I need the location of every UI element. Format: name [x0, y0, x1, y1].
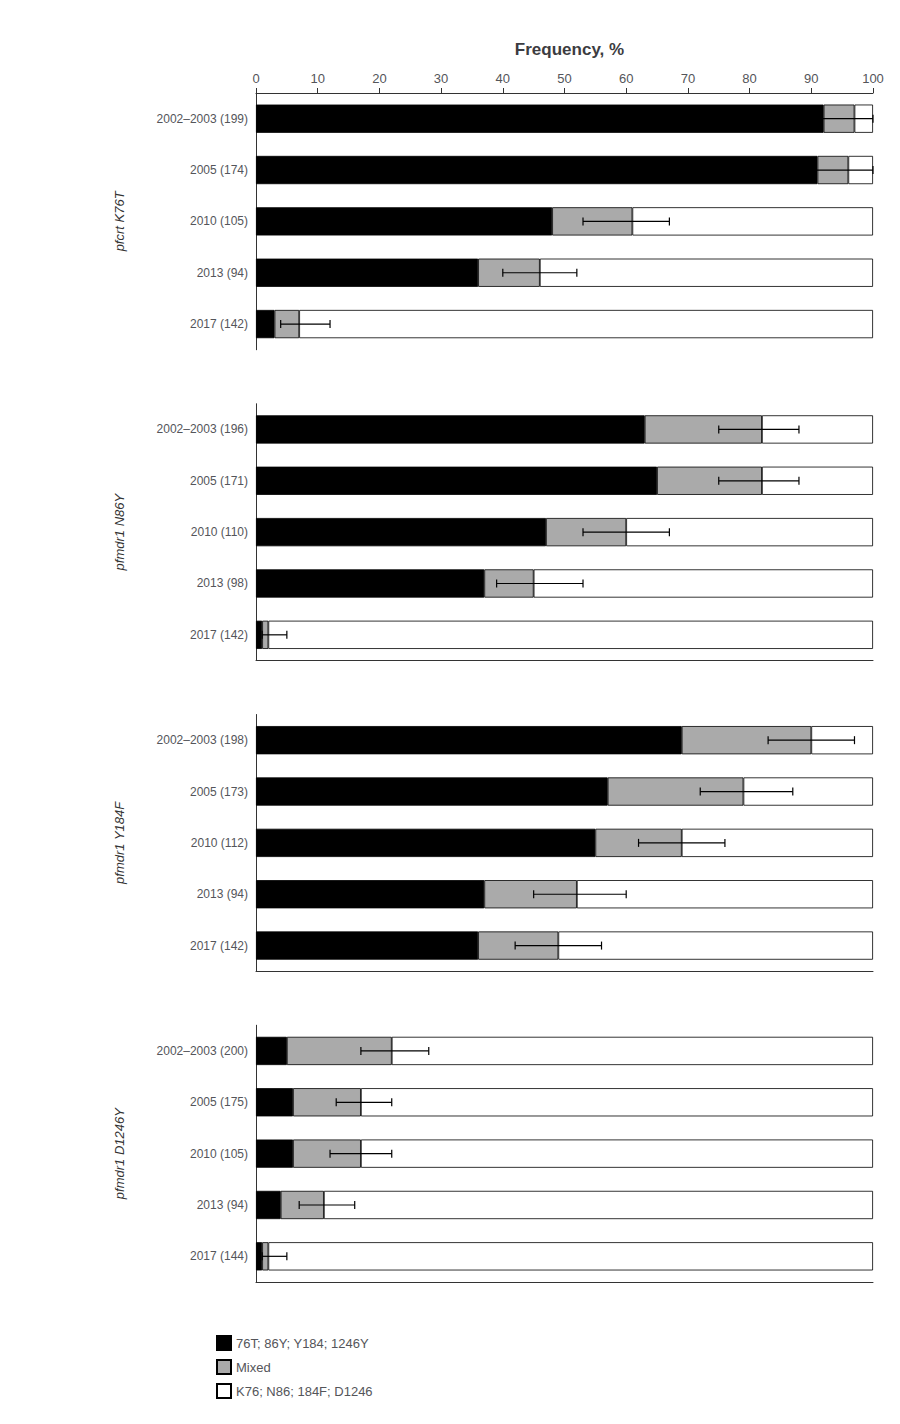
svg-text:Frequency, %: Frequency, %: [515, 40, 624, 59]
svg-text:pfcrt K76T: pfcrt K76T: [112, 190, 127, 252]
svg-text:40: 40: [496, 71, 510, 86]
svg-text:2010 (112): 2010 (112): [191, 836, 248, 850]
svg-text:2013 (98): 2013 (98): [197, 576, 248, 590]
svg-text:10: 10: [310, 71, 324, 86]
svg-text:2005 (173): 2005 (173): [190, 785, 248, 799]
svg-text:2005 (174): 2005 (174): [190, 163, 248, 177]
svg-text:2013 (94): 2013 (94): [197, 1198, 248, 1212]
svg-text:90: 90: [804, 71, 818, 86]
svg-text:2017 (142): 2017 (142): [190, 939, 248, 953]
svg-text:0: 0: [252, 71, 259, 86]
svg-text:80: 80: [742, 71, 756, 86]
svg-text:Mixed: Mixed: [236, 1360, 271, 1375]
svg-text:2010 (110): 2010 (110): [191, 525, 248, 539]
svg-text:70: 70: [681, 71, 695, 86]
svg-text:2017 (142): 2017 (142): [190, 317, 248, 331]
svg-text:2010 (105): 2010 (105): [190, 214, 248, 228]
svg-text:2005 (171): 2005 (171): [190, 474, 248, 488]
svg-text:2017 (144): 2017 (144): [190, 1249, 248, 1263]
svg-text:2002–2003 (200): 2002–2003 (200): [157, 1044, 248, 1058]
svg-text:2017 (142): 2017 (142): [190, 628, 248, 642]
svg-text:pfmdr1 D1246Y: pfmdr1 D1246Y: [112, 1107, 127, 1200]
svg-text:K76; N86; 184F; D1246: K76; N86; 184F; D1246: [236, 1384, 373, 1399]
svg-text:pfmdr1 Y184F: pfmdr1 Y184F: [112, 801, 127, 885]
svg-text:pfmdr1 N86Y: pfmdr1 N86Y: [112, 493, 127, 572]
svg-text:2013 (94): 2013 (94): [197, 266, 248, 280]
svg-text:50: 50: [557, 71, 571, 86]
svg-text:20: 20: [372, 71, 386, 86]
svg-text:60: 60: [619, 71, 633, 86]
svg-text:2002–2003 (199): 2002–2003 (199): [157, 112, 248, 126]
svg-text:76T; 86Y; Y184; 1246Y: 76T; 86Y; Y184; 1246Y: [236, 1336, 369, 1351]
svg-text:2005 (175): 2005 (175): [190, 1095, 248, 1109]
svg-text:100: 100: [862, 71, 884, 86]
svg-text:2010 (105): 2010 (105): [190, 1147, 248, 1161]
svg-text:2002–2003 (198): 2002–2003 (198): [157, 733, 248, 747]
svg-text:2013 (94): 2013 (94): [197, 887, 248, 901]
svg-text:30: 30: [434, 71, 448, 86]
svg-text:2002–2003 (196): 2002–2003 (196): [157, 422, 248, 436]
